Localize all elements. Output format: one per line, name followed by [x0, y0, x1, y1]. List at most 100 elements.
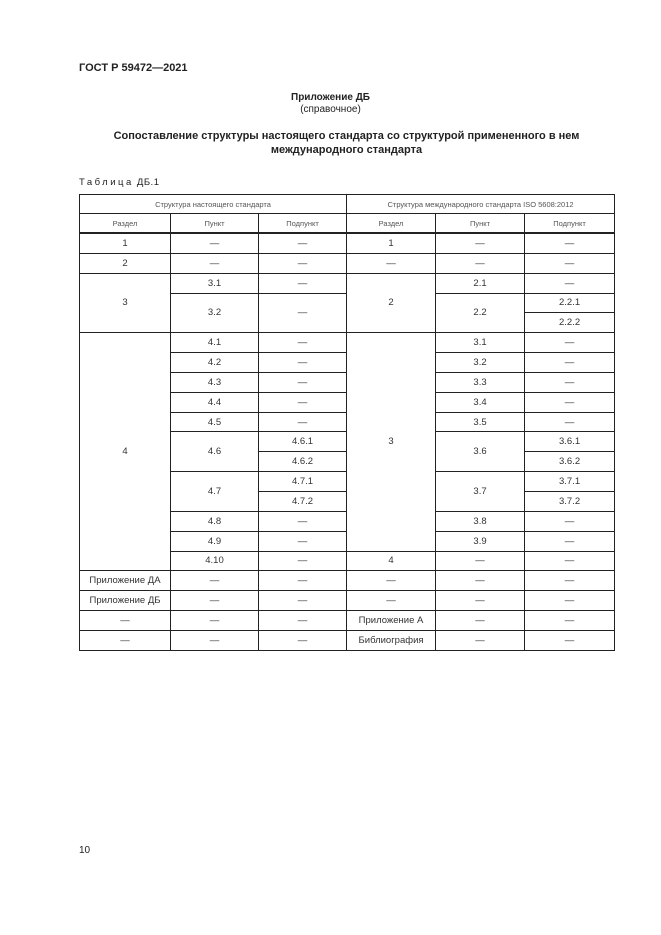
table-cell: —: [170, 252, 259, 274]
table-cell: —: [524, 629, 616, 651]
table-cell: —: [257, 550, 348, 572]
table-cell: 2.1: [435, 272, 526, 294]
group-header-row: Структура настоящего стандарта Структура…: [78, 194, 616, 214]
table-cell: 4: [346, 550, 437, 572]
table-cell: 4.4: [170, 391, 259, 413]
table-row: 4.6.2 3.6.2: [80, 451, 616, 473]
table-cell: —: [435, 629, 526, 651]
table-cell: 3.4: [435, 391, 526, 413]
table-cell: 3.7.2: [524, 490, 616, 512]
page-number: 10: [79, 845, 91, 856]
table-cell: 1: [79, 232, 171, 254]
table-cell: 4.9: [170, 530, 259, 552]
table-cell: —: [524, 352, 616, 373]
table-cell: —: [435, 550, 526, 572]
table-cell: —: [257, 332, 348, 354]
column-header: Раздел: [79, 213, 171, 234]
table-row: 1— —1— —: [79, 232, 616, 254]
table-cell: —: [170, 232, 259, 254]
table-caption-id: ДБ.1: [136, 177, 160, 188]
table-cell: —: [79, 629, 171, 651]
table-cell: —: [257, 371, 348, 393]
table-cell: —: [524, 232, 616, 254]
table-cell: Приложение ДБ: [79, 590, 171, 612]
table-cell: 3.1: [170, 272, 259, 294]
table-cell: —: [257, 352, 348, 373]
table-cell: —: [346, 570, 437, 592]
comparison-table: Структура настоящего стандарта Структура…: [78, 194, 616, 651]
table-cell: Приложение ДА: [79, 570, 171, 592]
table-row: 4.7 4.7.1 3.7 3.7.1: [80, 471, 616, 512]
table-cell: Библиография: [346, 629, 437, 651]
column-header-row: Раздел Пункт Подпункт Раздел Пункт Подпу…: [79, 213, 616, 234]
table-cell: —: [524, 570, 616, 592]
table-row: 3 3.1—2 2.1—: [79, 272, 616, 334]
table-cell: —: [257, 391, 348, 413]
annex-subtitle: (справочное): [300, 104, 361, 115]
table-row: Приложение ДБ — — — — —: [79, 590, 616, 612]
table-cell: —: [524, 530, 616, 552]
table-cell: 3.2: [435, 352, 526, 373]
table-cell: —: [257, 590, 348, 612]
table-cell: 3.3: [435, 371, 526, 393]
table-cell: —: [346, 590, 437, 612]
table-cell: —: [257, 292, 348, 334]
table-cell: —: [170, 590, 259, 612]
group-header-international: Структура международного стандарта ISO 5…: [346, 194, 616, 214]
table-cell: —: [524, 610, 616, 631]
table-cell: —: [524, 252, 616, 274]
table-cell: —: [257, 252, 348, 274]
annex-title: Приложение ДБ: [291, 92, 370, 103]
table-cell: 4.1: [170, 332, 259, 354]
table-cell: 4.3: [170, 371, 259, 393]
table-cell: —: [524, 411, 616, 433]
table-cell: —: [435, 590, 526, 612]
table-cell: —: [524, 550, 616, 572]
table-cell: —: [257, 232, 348, 254]
table-cell: 4.7.2: [257, 490, 348, 512]
table-cell: —: [257, 272, 348, 294]
table-cell: —: [435, 570, 526, 592]
table-cell: 4.10: [170, 550, 259, 572]
column-header: Подпункт: [524, 213, 616, 234]
table-cell: —: [257, 530, 348, 552]
table-cell: —: [257, 510, 348, 532]
table-cell: 3: [346, 332, 437, 552]
table-cell: —: [257, 411, 348, 433]
table-cell: —: [257, 610, 348, 631]
table-cell: Приложение А: [346, 610, 437, 631]
group-header-national: Структура настоящего стандарта: [78, 194, 348, 214]
table-row: 4.7.2 3.7.2: [80, 490, 616, 512]
table-cell: —: [524, 391, 616, 413]
table-caption: Таблица ДБ.1: [79, 177, 159, 188]
table-cell: 1: [346, 232, 437, 254]
table-row: 4 4.1—3 3.1—: [79, 332, 616, 572]
table-cell: —: [257, 629, 348, 651]
table-cell: 3.2: [170, 292, 259, 334]
table-body: 1— —1— —2— — — — —3 3.1—2 2.1—3.2—2.2 2.2.1 2.2.2 4…: [79, 232, 616, 651]
document-code: ГОСТ Р 59472—2021: [79, 62, 188, 74]
table-cell: 4.7: [170, 471, 259, 512]
table-row: 4.2—3.2—: [80, 352, 616, 373]
table-cell: —: [524, 272, 616, 294]
table-caption-word: Таблица: [79, 177, 134, 188]
table-cell: 3: [79, 272, 171, 334]
column-header: Пункт: [435, 213, 526, 234]
table-cell: 2: [79, 252, 171, 274]
table-row: 4.4—3.4—: [80, 391, 616, 413]
table-cell: 4.5: [170, 411, 259, 433]
table-cell: —: [170, 629, 259, 651]
table-cell: —: [346, 252, 437, 274]
table-cell: 2.2: [435, 292, 526, 334]
table-cell: 3.1: [435, 332, 526, 354]
table-cell: —: [170, 610, 259, 631]
table-cell: 3.6.1: [524, 431, 616, 453]
table-cell: —: [170, 570, 259, 592]
table-cell: 4.6.1: [257, 431, 348, 453]
section-title: Сопоставление структуры настоящего станд…: [113, 130, 580, 156]
table-cell: 3.7: [435, 471, 526, 512]
table-cell: 2.2.2: [524, 312, 616, 334]
table-cell: —: [524, 371, 616, 393]
table-cell: 4.7.1: [257, 471, 348, 492]
table-row: — — — Приложение А — —: [79, 610, 616, 631]
